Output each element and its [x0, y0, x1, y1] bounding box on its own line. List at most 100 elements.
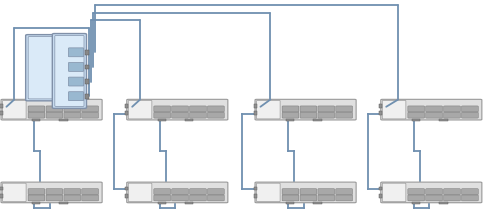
FancyBboxPatch shape — [318, 189, 334, 195]
Bar — [59, 202, 68, 204]
Bar — [258, 183, 356, 203]
FancyBboxPatch shape — [408, 106, 425, 112]
Bar — [125, 104, 128, 108]
FancyBboxPatch shape — [28, 195, 45, 201]
FancyBboxPatch shape — [26, 35, 57, 101]
FancyBboxPatch shape — [300, 106, 317, 112]
FancyBboxPatch shape — [82, 189, 99, 195]
FancyBboxPatch shape — [154, 112, 171, 118]
Bar — [379, 187, 382, 190]
FancyBboxPatch shape — [300, 195, 317, 201]
Bar — [56, 35, 86, 108]
FancyBboxPatch shape — [318, 106, 334, 112]
Bar — [125, 187, 128, 190]
Bar — [32, 202, 40, 204]
FancyBboxPatch shape — [190, 189, 206, 195]
Bar — [125, 111, 128, 115]
Bar — [313, 202, 322, 204]
Bar — [85, 79, 89, 84]
FancyBboxPatch shape — [154, 189, 171, 195]
Bar — [286, 119, 294, 121]
FancyBboxPatch shape — [300, 112, 317, 118]
FancyBboxPatch shape — [282, 195, 299, 201]
FancyBboxPatch shape — [208, 112, 224, 118]
FancyBboxPatch shape — [408, 195, 425, 201]
FancyBboxPatch shape — [82, 112, 99, 118]
FancyBboxPatch shape — [64, 195, 80, 201]
FancyBboxPatch shape — [282, 106, 299, 112]
FancyBboxPatch shape — [172, 189, 189, 195]
FancyBboxPatch shape — [444, 112, 460, 118]
FancyBboxPatch shape — [82, 106, 99, 112]
FancyBboxPatch shape — [426, 195, 443, 201]
FancyBboxPatch shape — [426, 112, 443, 118]
FancyBboxPatch shape — [64, 112, 80, 118]
FancyBboxPatch shape — [52, 34, 87, 108]
FancyBboxPatch shape — [426, 189, 443, 195]
Bar — [0, 111, 3, 115]
Bar — [4, 101, 102, 120]
FancyBboxPatch shape — [336, 106, 353, 112]
FancyBboxPatch shape — [462, 189, 478, 195]
FancyBboxPatch shape — [1, 182, 102, 203]
Bar — [379, 111, 382, 115]
FancyBboxPatch shape — [28, 112, 45, 118]
FancyBboxPatch shape — [128, 183, 152, 202]
FancyBboxPatch shape — [3, 100, 26, 119]
Bar — [4, 183, 102, 203]
FancyBboxPatch shape — [190, 106, 206, 112]
FancyBboxPatch shape — [462, 195, 478, 201]
FancyBboxPatch shape — [3, 183, 26, 202]
Bar — [411, 202, 420, 204]
FancyBboxPatch shape — [172, 106, 189, 112]
Bar — [286, 202, 294, 204]
FancyBboxPatch shape — [282, 112, 299, 118]
FancyBboxPatch shape — [426, 106, 443, 112]
Bar — [384, 101, 482, 120]
Bar — [0, 194, 3, 198]
FancyBboxPatch shape — [46, 112, 63, 118]
FancyBboxPatch shape — [46, 106, 63, 112]
Bar — [254, 187, 257, 190]
Bar — [254, 111, 257, 115]
FancyBboxPatch shape — [462, 106, 478, 112]
Bar — [85, 94, 89, 99]
FancyBboxPatch shape — [68, 77, 83, 86]
Bar — [439, 119, 448, 121]
Bar — [158, 202, 166, 204]
FancyBboxPatch shape — [82, 195, 99, 201]
FancyBboxPatch shape — [68, 48, 83, 57]
Bar — [185, 119, 194, 121]
Bar — [379, 194, 382, 198]
FancyBboxPatch shape — [172, 195, 189, 201]
FancyBboxPatch shape — [190, 195, 206, 201]
FancyBboxPatch shape — [28, 37, 55, 99]
FancyBboxPatch shape — [336, 195, 353, 201]
Bar — [130, 101, 228, 120]
FancyBboxPatch shape — [318, 112, 334, 118]
FancyBboxPatch shape — [127, 182, 228, 203]
FancyBboxPatch shape — [408, 112, 425, 118]
Bar — [59, 119, 68, 121]
Bar — [0, 104, 3, 108]
FancyBboxPatch shape — [46, 195, 63, 201]
Bar — [85, 50, 89, 55]
FancyBboxPatch shape — [128, 100, 152, 119]
FancyBboxPatch shape — [154, 106, 171, 112]
FancyBboxPatch shape — [255, 99, 356, 120]
FancyBboxPatch shape — [336, 189, 353, 195]
FancyBboxPatch shape — [382, 183, 406, 202]
Bar — [254, 194, 257, 198]
FancyBboxPatch shape — [257, 100, 280, 119]
FancyBboxPatch shape — [28, 189, 45, 195]
Bar — [439, 202, 448, 204]
FancyBboxPatch shape — [255, 182, 356, 203]
FancyBboxPatch shape — [382, 100, 406, 119]
FancyBboxPatch shape — [408, 189, 425, 195]
FancyBboxPatch shape — [28, 106, 45, 112]
Bar — [384, 183, 482, 203]
FancyBboxPatch shape — [208, 195, 224, 201]
FancyBboxPatch shape — [68, 63, 83, 71]
Bar — [32, 119, 40, 121]
FancyBboxPatch shape — [55, 35, 84, 106]
